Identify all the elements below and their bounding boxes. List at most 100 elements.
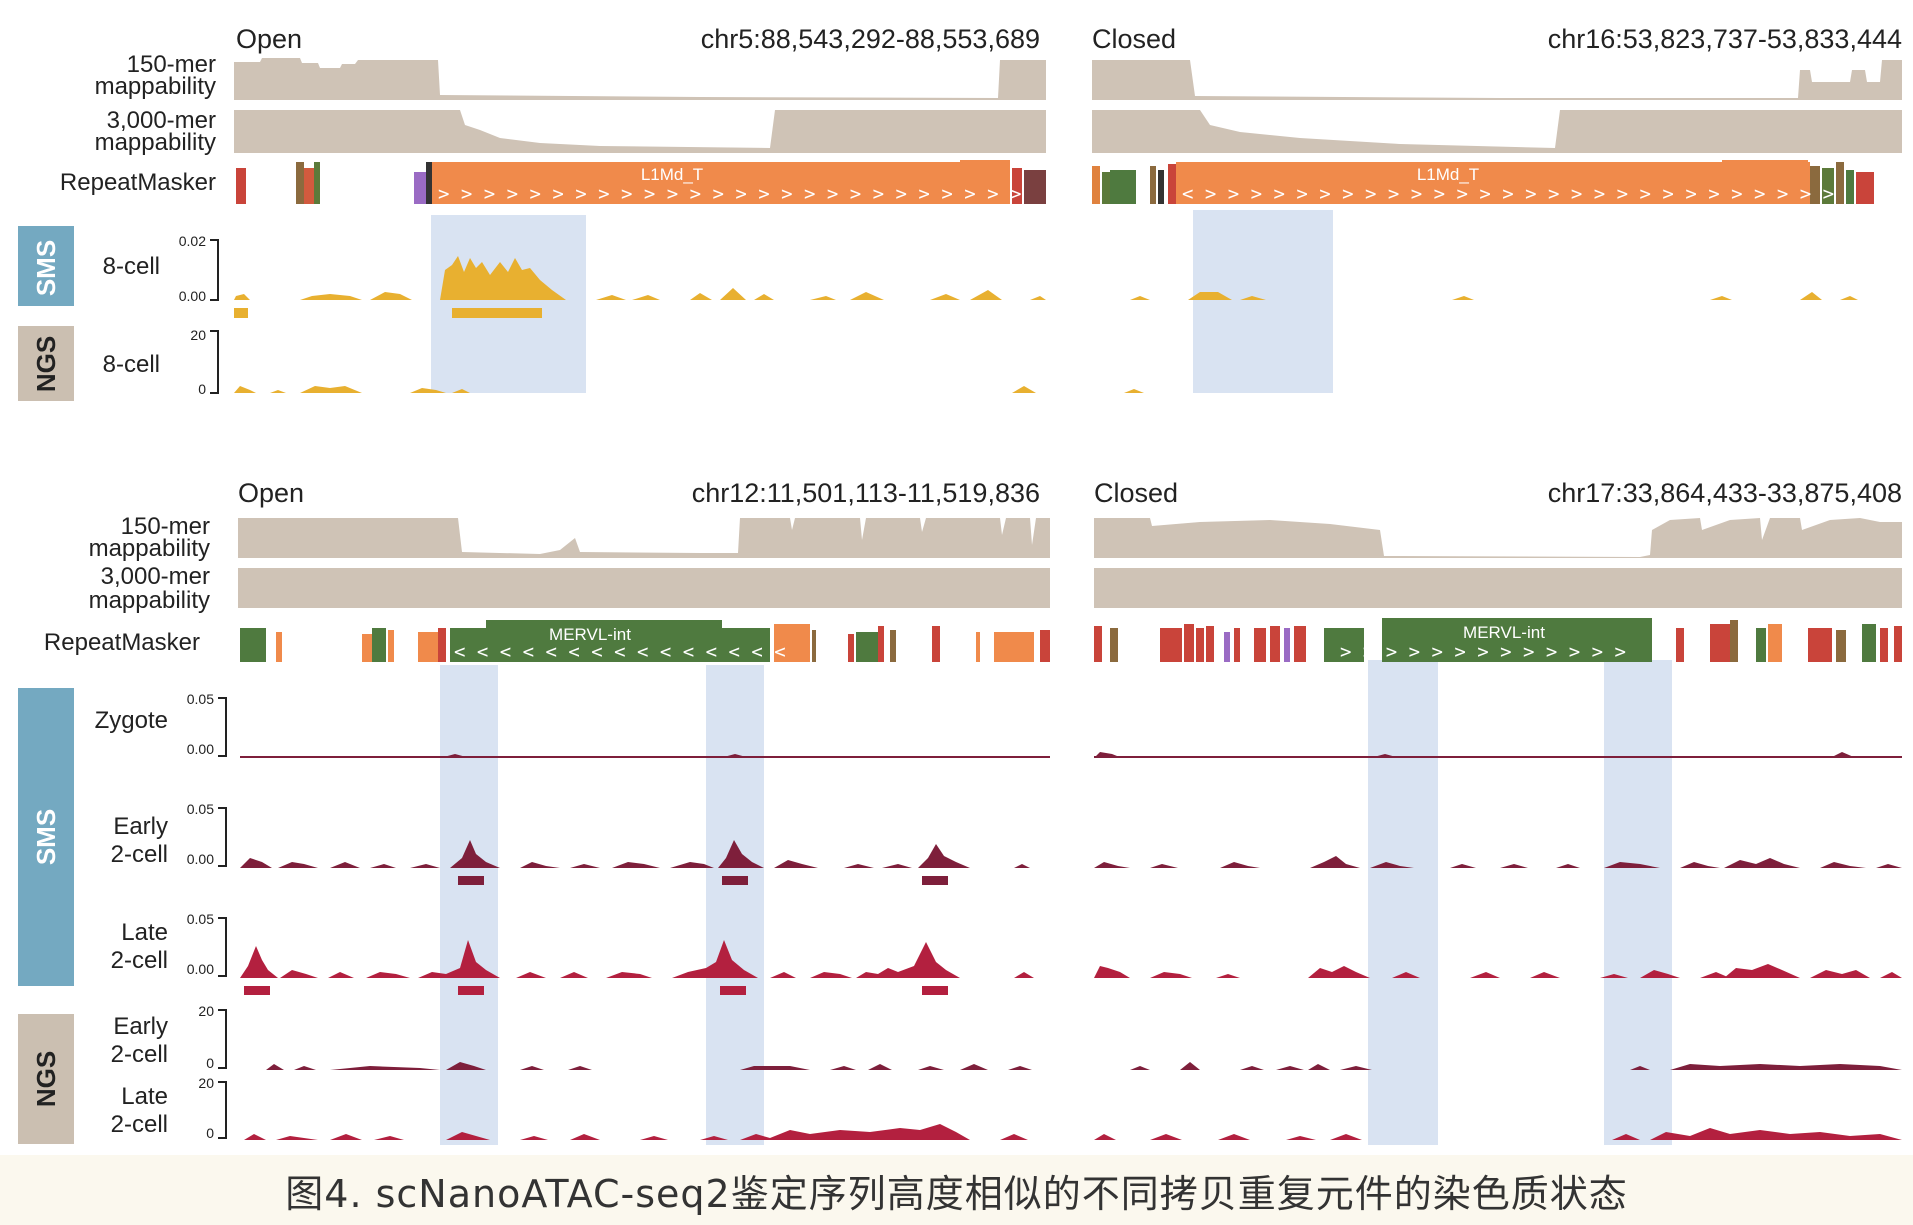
panel-state-label: Closed — [1094, 478, 1178, 508]
y-axis-sms — [218, 697, 227, 977]
ngs-signal-track — [266, 1062, 1032, 1070]
sms-signal-track — [1130, 292, 1858, 300]
panel-coordinates: chr17:33,864,433-33,875,408 — [1548, 478, 1902, 508]
repeat-element-label: MERVL-int — [549, 625, 631, 644]
track-label: RepeatMasker — [44, 629, 200, 656]
y-axis-tick-label: 0 — [198, 381, 206, 397]
sample-label: 2-cell — [111, 841, 168, 868]
highlight-box — [1193, 210, 1333, 393]
y-axis-tick-label: 0.02 — [179, 233, 206, 249]
panel-state-label: Open — [236, 24, 302, 54]
repeat-strand-arrows: < > > > > > > > > > > > > > > > > > > > … — [1182, 183, 1834, 205]
sms-signal-track — [1094, 964, 1902, 978]
sms-group-label: SMS — [31, 240, 61, 296]
mappability-track — [1092, 110, 1902, 153]
repeat-element-label: L1Md_T — [1417, 165, 1479, 184]
figure-caption: 图4. scNanoATAC-seq2鉴定序列高度相似的不同拷贝重复元件的染色质… — [0, 1155, 1913, 1225]
ngs-group-label: NGS — [31, 1051, 61, 1107]
sample-label: Early — [113, 813, 168, 840]
highlight-box — [431, 215, 586, 393]
ngs-signal-track — [1130, 1062, 1902, 1070]
track-label: RepeatMasker — [60, 169, 216, 196]
repeatmasker-track — [236, 160, 1046, 204]
highlight-box — [706, 665, 764, 1145]
sample-label: 2-cell — [111, 1041, 168, 1068]
sample-label: Late — [121, 919, 168, 946]
mappability-track — [1092, 60, 1902, 100]
repeat-element-label: MERVL-int — [1463, 623, 1545, 642]
sample-label: 2-cell — [111, 1111, 168, 1138]
y-axis-tick-label: 0.05 — [187, 911, 214, 927]
sample-label: Late — [121, 1083, 168, 1110]
ngs-signal-track — [244, 1124, 1028, 1140]
y-axis-ngs — [210, 330, 219, 394]
sample-label: 8-cell — [103, 253, 160, 280]
panel-coordinates: chr5:88,543,292-88,553,689 — [701, 24, 1040, 54]
sample-label: Zygote — [95, 707, 168, 734]
track-label: 150-mer — [127, 51, 216, 78]
track-label: 150-mer — [121, 513, 210, 540]
ngs-group-box — [18, 1014, 74, 1144]
track-label: 3,000-mer — [101, 563, 210, 590]
y-axis-tick-label: 0.00 — [187, 741, 214, 757]
repeat-strand-arrows: < < < < < < < < < < < < < < < — [454, 641, 786, 663]
highlight-box — [1368, 660, 1438, 1145]
repeat-element-label: L1Md_T — [641, 165, 703, 184]
caption-text: 图4. scNanoATAC-seq2鉴定序列高度相似的不同拷贝重复元件的染色质… — [285, 1171, 1628, 1216]
ngs-signal-track — [234, 386, 1144, 393]
sms-signal-track — [234, 256, 1046, 300]
y-axis-tick-label: 0 — [206, 1055, 214, 1071]
sample-label: Early — [113, 1013, 168, 1040]
ngs-group-box — [18, 326, 74, 401]
sms-group-label: SMS — [31, 809, 61, 865]
sample-label: 2-cell — [111, 947, 168, 974]
sms-signal-track — [240, 840, 1030, 868]
peak-call-bar — [244, 986, 270, 995]
peak-call-bar — [922, 986, 948, 995]
peak-call-bar — [720, 986, 746, 995]
repeatmasker-track — [1092, 160, 1874, 204]
track-label: mappability — [89, 535, 210, 562]
sms-signal-track — [1094, 856, 1902, 868]
sms-signal-track — [240, 940, 1034, 978]
y-axis-ngs — [218, 1009, 227, 1139]
sms-group-box — [18, 226, 74, 306]
mappability-track — [1094, 568, 1902, 608]
y-axis-tick-label: 0 — [206, 1125, 214, 1141]
mappability-track — [234, 58, 1046, 100]
y-axis-tick-label: 20 — [198, 1003, 214, 1019]
ngs-signal-track — [1094, 1128, 1902, 1140]
y-axis-tick-label: 20 — [190, 327, 206, 343]
panel-state-label: Open — [238, 478, 304, 508]
y-axis-tick-label: 0.05 — [187, 691, 214, 707]
track-label: mappability — [95, 73, 216, 100]
repeatmasker-track — [1094, 618, 1902, 662]
sms-group-box — [18, 688, 74, 986]
y-axis-sms — [210, 239, 219, 301]
highlight-box — [1604, 660, 1672, 1145]
y-axis-tick-label: 0.05 — [187, 801, 214, 817]
sms-signal-track — [234, 308, 248, 318]
peak-call-bar — [452, 308, 542, 318]
y-axis-tick-label: 20 — [198, 1075, 214, 1091]
y-axis-tick-label: 0.00 — [179, 288, 206, 304]
sample-label: 8-cell — [103, 351, 160, 378]
repeat-strand-arrows: > > > > > > > > > > > > > > > > > > > > … — [438, 183, 1021, 205]
sms-signal-track — [1094, 756, 1902, 758]
peak-call-bar — [458, 876, 484, 885]
track-label: mappability — [95, 129, 216, 156]
panel-coordinates: chr16:53,823,737-53,833,444 — [1548, 24, 1902, 54]
peak-call-bar — [458, 986, 484, 995]
panel-coordinates: chr12:11,501,113-11,519,836 — [692, 478, 1040, 508]
y-axis-tick-label: 0.00 — [187, 851, 214, 867]
repeatmasker-track — [240, 620, 1050, 662]
repeat-strand-arrows: > > > > > > > > > > > > > — [1340, 641, 1626, 663]
ngs-group-label: NGS — [31, 336, 61, 392]
track-label: 3,000-mer — [107, 107, 216, 134]
mappability-track — [234, 110, 1046, 153]
mappability-track — [238, 518, 1050, 558]
peak-call-bar — [722, 876, 748, 885]
peak-call-bar — [922, 876, 948, 885]
panel-state-label: Closed — [1092, 24, 1176, 54]
track-label: mappability — [89, 587, 210, 614]
